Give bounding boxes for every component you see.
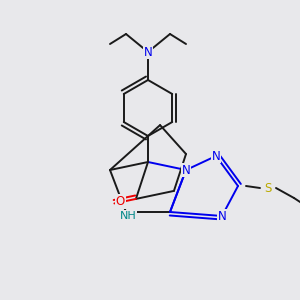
Text: NH: NH	[120, 211, 136, 221]
Text: N: N	[182, 164, 190, 176]
Text: N: N	[218, 209, 226, 223]
Text: O: O	[116, 195, 125, 208]
Text: N: N	[212, 149, 220, 163]
Text: N: N	[144, 46, 152, 59]
Text: S: S	[264, 182, 272, 194]
